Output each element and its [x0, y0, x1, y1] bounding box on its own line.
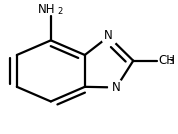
Text: N: N [104, 29, 113, 42]
Text: N: N [112, 81, 121, 94]
Text: CH: CH [158, 54, 175, 67]
Text: NH: NH [38, 3, 55, 16]
Text: 3: 3 [168, 57, 174, 66]
Text: 2: 2 [57, 7, 62, 16]
